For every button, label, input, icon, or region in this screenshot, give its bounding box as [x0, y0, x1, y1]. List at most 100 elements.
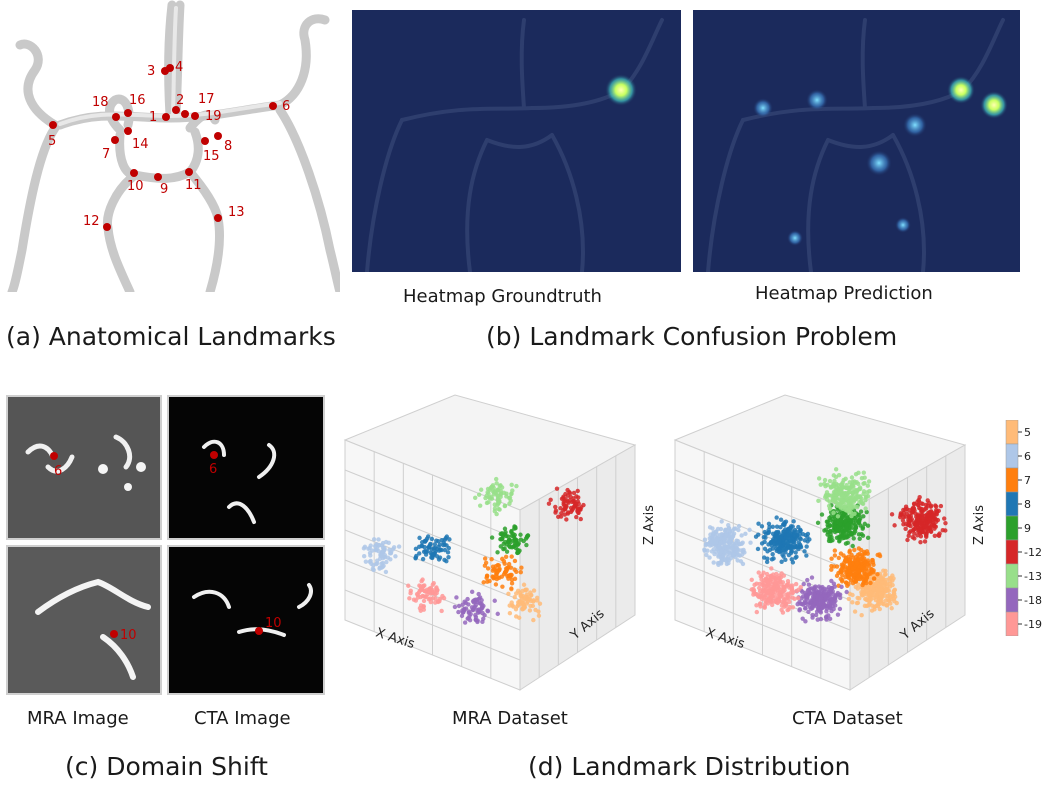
cluster-7 [829, 546, 883, 588]
landmark-label-3: 3 [147, 64, 155, 79]
heatmap-groundtruth-label: Heatmap Groundtruth [403, 286, 602, 307]
landmark-label-7: 7 [102, 147, 110, 162]
legend-swatch-6 [1005, 443, 1019, 469]
cluster-5 [846, 565, 899, 618]
caption-c: (c) Domain Shift [65, 752, 268, 781]
heat-spot [787, 230, 803, 246]
cluster-6 [702, 519, 753, 568]
legend-swatch-7 [1005, 467, 1019, 493]
legend-label-7: 7 [1024, 474, 1031, 487]
landmark-label-10: 10 [127, 179, 144, 194]
landmark-dot-6 [269, 102, 277, 110]
cluster-18 [452, 589, 500, 625]
landmark-dot-18 [112, 113, 120, 121]
marker-label: 10 [120, 628, 137, 643]
vessel-silhouette [365, 18, 664, 272]
legend-swatch-12 [1005, 539, 1019, 565]
legend-label-13: -13 [1024, 570, 1042, 583]
mra-image-label: MRA Image [27, 708, 129, 729]
heat-spot [947, 76, 975, 104]
mra-image-bottom: 10 [6, 545, 162, 695]
mra-image-top: 6 [6, 395, 162, 540]
legend-label-5: 5 [1024, 426, 1031, 439]
landmark-marker [210, 451, 218, 459]
cluster-19 [406, 577, 447, 614]
landmark-label-16: 16 [129, 93, 146, 108]
mra-dataset-label: MRA Dataset [452, 708, 568, 729]
landmark-label-5: 5 [48, 134, 56, 149]
landmark-marker [110, 630, 118, 638]
landmark-dot-8 [214, 132, 222, 140]
heatmap-prediction [693, 10, 1020, 272]
landmark-marker [255, 627, 263, 635]
marker-label: 10 [265, 616, 282, 631]
cta-dataset-label: CTA Dataset [792, 708, 903, 729]
legend-label-18: -18 [1024, 594, 1042, 607]
cluster-12 [889, 494, 948, 545]
landmark-dot-2 [172, 106, 180, 114]
landmark-label-12: 12 [83, 214, 100, 229]
landmark-dot-15 [201, 137, 209, 145]
legend-label-12: -12 [1024, 546, 1042, 559]
legend-swatch-8 [1005, 491, 1019, 517]
caption-d: (d) Landmark Distribution [528, 752, 851, 781]
cluster-5 [506, 582, 543, 623]
cluster-13 [816, 467, 872, 519]
vessel-silhouette [706, 18, 1005, 272]
heat-spot [866, 150, 892, 176]
cluster-13 [473, 476, 519, 517]
z-axis-label: Z Axis [642, 505, 657, 545]
heatmap-groundtruth [352, 10, 681, 272]
legend-label-6: 6 [1024, 450, 1031, 463]
legend-label-8: 8 [1024, 498, 1031, 511]
heat-spot [806, 89, 828, 111]
landmark-dot-5 [49, 121, 57, 129]
z-axis-label: Z Axis [972, 505, 987, 545]
landmark-dot-1 [162, 113, 170, 121]
marker-label: 6 [209, 462, 217, 477]
legend-swatch-13 [1005, 563, 1019, 589]
landmark-label-4: 4 [175, 60, 183, 75]
cluster-19 [749, 566, 803, 615]
legend-swatch-5 [1005, 419, 1019, 445]
heat-spot [895, 217, 911, 233]
cta-scatter-3d: X Axis Y Axis Z Axis [665, 390, 990, 695]
caption-b: (b) Landmark Confusion Problem [486, 322, 898, 351]
heat-spot [605, 74, 637, 106]
landmark-label-1: 1 [149, 110, 157, 125]
landmark-label-19: 19 [205, 109, 222, 124]
landmark-label-11: 11 [185, 178, 202, 193]
landmark-label-6: 6 [282, 99, 290, 114]
legend-label-19: -19 [1024, 618, 1042, 631]
landmark-dot-10 [130, 169, 138, 177]
cluster-6 [361, 537, 402, 575]
marker-label: 6 [54, 464, 62, 479]
heat-spot [903, 113, 927, 137]
anatomical-landmarks-panel: 1 2 3 4 5 6 7 8 9 10 11 12 13 14 15 16 17 18 19 [0, 0, 340, 292]
landmark-dot-16 [124, 109, 132, 117]
legend: 5 6 7 8 9 -12 -13 -18 -19 [1005, 419, 1044, 637]
landmark-label-9: 9 [160, 182, 168, 197]
cta-image-bottom: 10 [167, 545, 325, 695]
heat-spot [980, 91, 1008, 119]
landmark-dot-7 [111, 136, 119, 144]
landmark-dot-17 [181, 110, 189, 118]
legend-swatch-9 [1005, 515, 1019, 541]
landmark-label-14: 14 [132, 137, 149, 152]
landmark-dot-12 [103, 223, 111, 231]
landmark-dot-13 [214, 214, 222, 222]
landmark-dot-11 [185, 168, 193, 176]
landmark-label-15: 15 [203, 149, 220, 164]
legend-swatch-18 [1005, 587, 1019, 613]
cta-image-label: CTA Image [194, 708, 291, 729]
legend-label-9: 9 [1024, 522, 1031, 535]
cluster-9 [815, 503, 871, 549]
heat-spot [753, 98, 773, 118]
landmark-dot-14 [124, 127, 132, 135]
cluster-8 [413, 534, 452, 564]
landmark-label-13: 13 [228, 205, 245, 220]
landmark-dot-4 [166, 64, 174, 72]
landmark-dot-19 [191, 112, 199, 120]
